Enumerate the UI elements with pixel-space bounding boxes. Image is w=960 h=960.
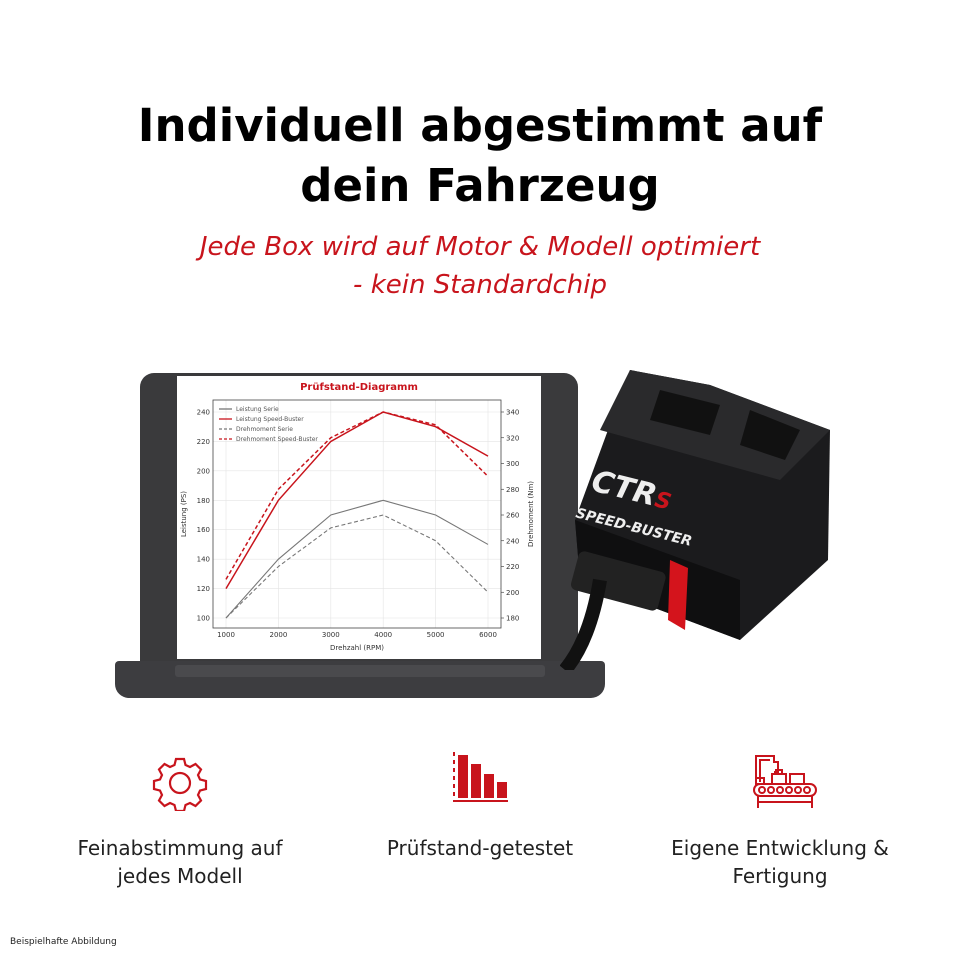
y2-tick-label: 200 xyxy=(506,589,519,597)
y2-tick-label: 240 xyxy=(506,537,519,545)
legend-label: Drehmoment Serie xyxy=(236,426,293,433)
y-tick-label: 220 xyxy=(197,438,210,446)
legend-label: Drehmoment Speed-Buster xyxy=(236,436,318,443)
footnote: Beispielhafte Abbildung xyxy=(10,937,117,947)
x-tick-label: 1000 xyxy=(217,631,235,639)
y-tick-label: 160 xyxy=(197,526,210,534)
y-tick-label: 120 xyxy=(197,585,210,593)
legend-label: Leistung Speed-Buster xyxy=(236,416,304,423)
series-line-0 xyxy=(225,499,489,619)
speed-buster-device-image: CTRS SPEED-BUSTER xyxy=(560,370,830,670)
y2-tick-label: 320 xyxy=(506,434,519,442)
y-tick-label: 100 xyxy=(197,615,210,623)
x-tick-label: 6000 xyxy=(479,631,497,639)
page-title: Individuell abgestimmt auf dein Fahrzeug xyxy=(137,99,823,212)
y-axis-label: Leistung (PS) xyxy=(180,491,188,537)
chart-title: Prüfstand-Diagramm xyxy=(300,382,418,393)
feature-dyno-tested: Prüfstand-getestet xyxy=(386,836,574,860)
series-line-2 xyxy=(225,514,489,619)
y2-tick-label: 340 xyxy=(506,409,519,417)
series-line-3 xyxy=(225,411,489,580)
laptop-keyboard xyxy=(175,665,545,677)
y2-axis-label: Drehmoment (Nm) xyxy=(527,481,535,547)
feature-fine-tuning: Feinabstimmung auf jedes Modell xyxy=(77,836,283,888)
plot-frame xyxy=(212,399,502,629)
legend-label: Leistung Serie xyxy=(236,406,279,413)
y2-tick-label: 280 xyxy=(506,486,519,494)
x-tick-label: 3000 xyxy=(322,631,340,639)
dyno-chart: Prüfstand-Diagramm 100 120 140 160 180 200 220 2… xyxy=(180,382,535,652)
y2-tick-label: 260 xyxy=(506,512,519,520)
y-tick-label: 180 xyxy=(197,497,210,505)
y2-tick-label: 180 xyxy=(506,615,519,623)
page-subtitle: Jede Box wird auf Motor & Modell optimie… xyxy=(199,232,761,300)
bar-chart-icon xyxy=(453,752,508,802)
y-tick-label: 200 xyxy=(197,467,210,475)
gear-icon xyxy=(152,757,208,811)
x-tick-label: 2000 xyxy=(269,631,287,639)
x-axis-label: Drehzahl (RPM) xyxy=(330,644,384,652)
y2-tick-label: 220 xyxy=(506,563,519,571)
y-tick-label: 240 xyxy=(197,409,210,417)
factory-conveyor-icon xyxy=(753,755,817,808)
laptop-display: Prüfstand-Diagramm 100 120 140 160 180 200 220 2… xyxy=(177,376,541,659)
series-line-1 xyxy=(225,411,489,589)
y-tick-label: 140 xyxy=(197,556,210,564)
feature-own-development: Eigene Entwicklung & Fertigung xyxy=(671,836,889,888)
x-tick-label: 4000 xyxy=(374,631,392,639)
y2-tick-label: 300 xyxy=(506,460,519,468)
x-tick-label: 5000 xyxy=(427,631,445,639)
